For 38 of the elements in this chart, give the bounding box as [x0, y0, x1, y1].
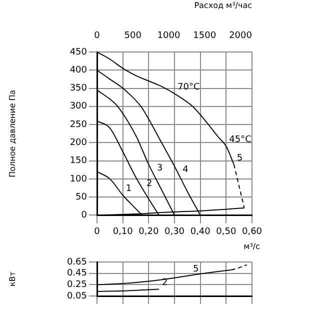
x2-tick-label: 1500 — [193, 30, 216, 41]
x-tick-label: 0,30 — [164, 226, 185, 237]
y-tick-label: 0.45 — [66, 268, 87, 279]
x2-tick-label: 500 — [124, 30, 142, 41]
y-tick-label: 0.65 — [66, 257, 87, 268]
y-tick-label: 450 — [70, 47, 88, 58]
annotation: 4 — [182, 165, 189, 176]
y-tick-label: 250 — [70, 120, 88, 130]
x-tick-label: 0,20 — [138, 226, 159, 237]
annotation: 5 — [236, 153, 243, 164]
x-tick-label: 0,10 — [112, 226, 134, 237]
x-tick-label: 0,60 — [242, 226, 262, 237]
annotation: 70°C — [178, 82, 200, 93]
x2-axis-title: Расход м³/час — [194, 0, 252, 10]
y-tick-label: 300 — [70, 102, 88, 112]
annotation: 3 — [156, 163, 163, 174]
x-axis-title: м³/с — [244, 242, 260, 252]
y-tick-label: 350 — [70, 84, 88, 94]
annotation: 45°C — [229, 135, 252, 146]
y-tick-label: 50 — [76, 192, 88, 202]
y-tick-label: 0 — [81, 210, 88, 221]
y-tick-label: 400 — [70, 65, 88, 76]
x2-tick-label: 2000 — [229, 30, 252, 41]
annotation: 1 — [126, 184, 132, 194]
y-tick-label: 200 — [70, 138, 88, 148]
x2-tick-label: 0 — [94, 30, 100, 41]
x2-tick-label: 1000 — [157, 30, 180, 41]
y-tick-label: 0.05 — [66, 291, 87, 302]
y-tick-label: 150 — [70, 156, 88, 166]
x-tick-label: 0 — [94, 226, 100, 237]
x-tick-label: 0,40 — [190, 226, 211, 237]
annotation: 5 — [193, 264, 199, 274]
y-tick-label: 100 — [70, 174, 88, 184]
y-tick-label: 0.25 — [66, 280, 87, 290]
x-tick-label: 0,50 — [216, 226, 236, 237]
y-axis-title: Полное давление Па — [8, 90, 17, 178]
y-axis-title: кВт — [8, 271, 17, 286]
annotation: 2 — [146, 179, 152, 190]
